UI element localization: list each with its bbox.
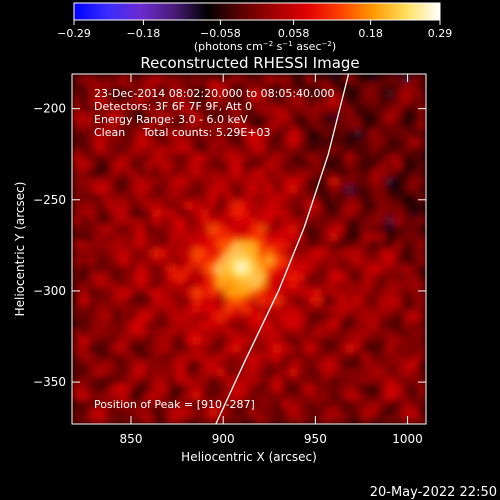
x-tick-label: 1000	[392, 432, 423, 446]
annotation-energy: Energy Range: 3.0 - 6.0 keV	[94, 113, 248, 126]
colorbar-tick-label: −0.058	[200, 27, 241, 40]
annotation-time: 23-Dec-2014 08:02:20.000 to 08:05:40.000	[94, 87, 335, 100]
colorbar-tick-label: 0.29	[428, 27, 453, 40]
heatmap-image	[72, 74, 426, 424]
annotation-counts: Clean Total counts: 5.29E+03	[94, 126, 271, 139]
y-tick-label: −250	[33, 193, 66, 207]
colorbar-tick-label: −0.29	[57, 27, 91, 40]
plot-frame	[71, 73, 427, 425]
x-axis-label: Heliocentric X (arcsec)	[181, 450, 317, 464]
peak-label: Position of Peak = [910,-287]	[94, 398, 255, 411]
y-axis-label: Heliocentric Y (arcsec)	[13, 182, 27, 317]
x-tick-label: 900	[212, 432, 235, 446]
colorbar-ticks: −0.29 −0.18 −0.058 0.058 0.18 0.29	[57, 20, 452, 40]
x-tick-label: 950	[304, 432, 327, 446]
info-annotations: 23-Dec-2014 08:02:20.000 to 08:05:40.000…	[94, 87, 335, 139]
chart-title: Reconstructed RHESSI Image	[140, 54, 359, 72]
axis-ticks: 850 900 950 1000 −200 −250 −300 −350	[33, 74, 426, 446]
y-tick-label: −200	[33, 102, 66, 116]
colorbar-tick-label: 0.18	[358, 27, 383, 40]
peak-center	[236, 262, 247, 273]
footer-date: 20-May-2022 22:50	[370, 485, 497, 500]
y-tick-label: −350	[33, 375, 66, 389]
x-tick-label: 850	[120, 432, 143, 446]
colorbar-units: (photons cm−2 s−1 asec−2)	[194, 40, 336, 53]
colorbar-tick-label: 0.058	[278, 27, 310, 40]
y-tick-label: −300	[33, 284, 66, 298]
solar-limb-curve	[215, 74, 350, 424]
colorbar	[73, 2, 441, 21]
colorbar-tick-label: −0.18	[127, 27, 161, 40]
annotation-detectors: Detectors: 3F 6F 7F 9F, Att 0	[94, 100, 252, 113]
